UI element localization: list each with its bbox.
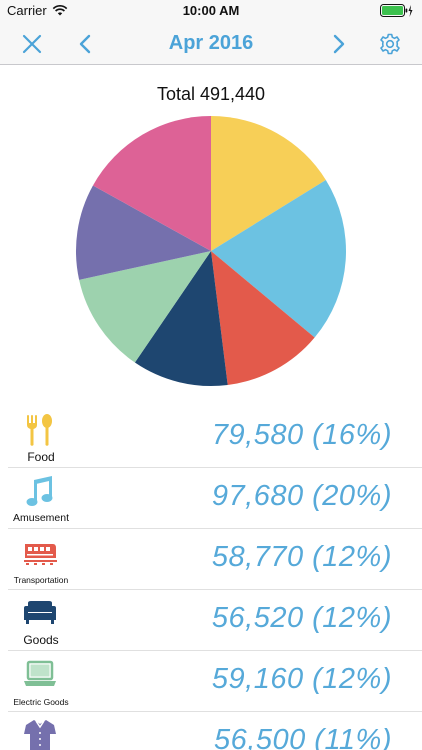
- total-amount-label: Total 491,440: [156, 84, 266, 104]
- category-amount: 56,520 (12%): [211, 602, 392, 634]
- pie-slice-clothing: [76, 185, 211, 280]
- previous-month-button[interactable]: [70, 22, 100, 65]
- category-label: Food: [27, 450, 55, 464]
- pie-slice-transportation: [211, 251, 315, 385]
- chevron-right-icon: [333, 34, 345, 53]
- wifi-icon: [52, 3, 68, 21]
- chevron-left-icon: [79, 34, 91, 53]
- category-label: Electric Goods: [13, 697, 69, 707]
- pie-slice-amusement: [211, 180, 346, 338]
- category-amount: 79,580 (16%): [211, 419, 392, 451]
- category-label: Transportation: [13, 575, 69, 585]
- category-list: Food 79,580 (16%) Amusement 97,680 (20%): [0, 407, 422, 750]
- close-button[interactable]: [14, 22, 50, 65]
- fork-spoon-icon: [22, 413, 58, 447]
- list-item[interactable]: Amusement 97,680 (20%): [8, 468, 422, 529]
- navigation-bar: Apr 2016: [0, 22, 422, 65]
- category-label: Goods: [23, 633, 59, 647]
- list-item[interactable]: Electric Goods 59,160 (12%): [8, 651, 422, 712]
- next-month-button[interactable]: [324, 22, 354, 65]
- battery-icon: [380, 4, 414, 23]
- settings-button[interactable]: [372, 22, 408, 65]
- list-item[interactable]: 56,500 (11%): [8, 712, 422, 750]
- pie-slice-other: [92, 116, 211, 251]
- list-item[interactable]: Transportation 58,770 (12%): [8, 529, 422, 590]
- shirt-icon: [22, 718, 58, 750]
- list-item[interactable]: Food 79,580 (16%): [8, 407, 422, 468]
- carrier-label: Carrier: [7, 3, 47, 18]
- music-note-icon: [22, 474, 58, 508]
- laptop-icon: [22, 657, 58, 691]
- pie-slice-electric-goods: [79, 251, 211, 363]
- pie-slice-food: [211, 116, 326, 251]
- clock-label: 10:00 AM: [182, 3, 240, 18]
- page-title: Apr 2016: [168, 32, 254, 54]
- gear-icon: [380, 33, 400, 54]
- category-pie-chart: [75, 115, 347, 387]
- list-item[interactable]: Goods 56,520 (12%): [8, 590, 422, 651]
- close-icon: [22, 34, 42, 53]
- train-icon: [22, 535, 58, 569]
- category-amount: 56,500 (11%): [214, 724, 392, 750]
- category-amount: 58,770 (12%): [211, 541, 392, 573]
- pie-slice-goods: [134, 251, 228, 387]
- category-amount: 97,680 (20%): [211, 480, 392, 512]
- category-amount: 59,160 (12%): [211, 663, 392, 695]
- status-bar: Carrier 10:00 AM: [0, 0, 422, 22]
- category-label: Amusement: [12, 512, 70, 524]
- sofa-icon: [22, 596, 58, 630]
